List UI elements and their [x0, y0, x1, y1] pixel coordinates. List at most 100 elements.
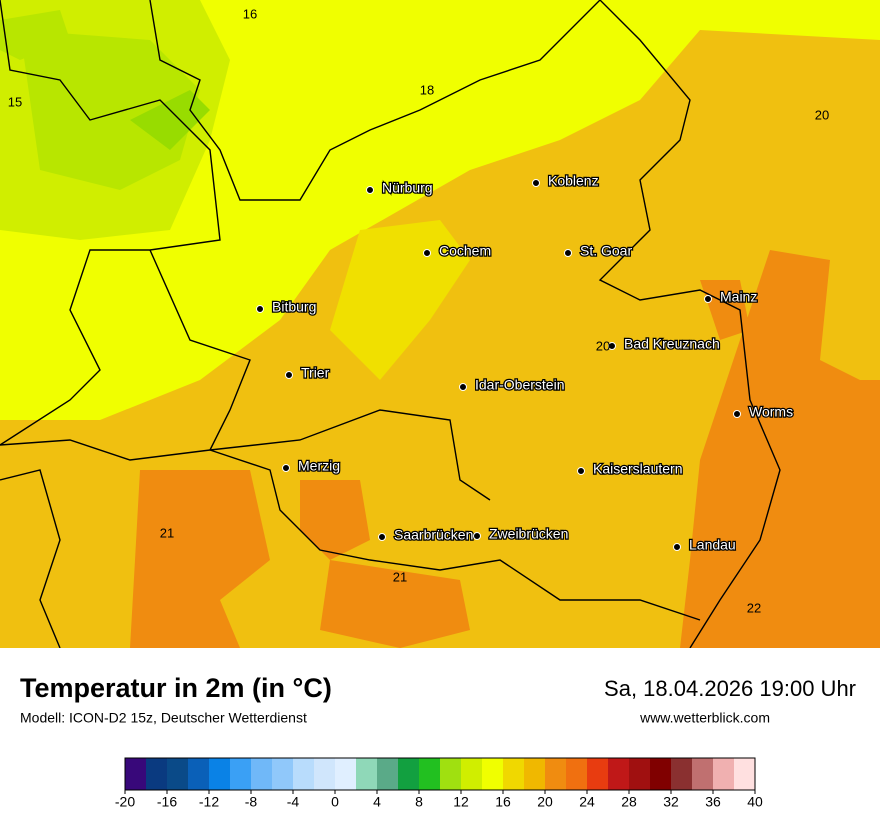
city-label: Nürburg [382, 180, 433, 196]
zone-green2 [130, 90, 210, 150]
tick-label: 4 [373, 794, 381, 810]
model: Modell: ICON-D2 15z, Deutscher Wetterdie… [20, 710, 307, 726]
city-label: Bad Kreuznach [624, 336, 720, 352]
color-step [461, 758, 482, 790]
zone-orange-sw [130, 470, 270, 648]
color-step [146, 758, 167, 790]
zone-orange-mainz [700, 280, 750, 340]
city-label: Koblenz [548, 173, 599, 189]
color-step [125, 758, 146, 790]
city-dot [282, 464, 290, 472]
title: Temperatur in 2m (in °C) [20, 673, 332, 703]
city-label: Bitburg [272, 299, 316, 315]
color-step [230, 758, 251, 790]
tick-label: -20 [115, 794, 135, 810]
color-step [188, 758, 209, 790]
city-dot [608, 342, 616, 350]
tick-label: 12 [453, 794, 469, 810]
color-step [440, 758, 461, 790]
city-dot [256, 305, 264, 313]
tick-label: -16 [157, 794, 177, 810]
tick-label: -8 [245, 794, 258, 810]
tick-label: 20 [537, 794, 553, 810]
city-dot [366, 186, 374, 194]
city-label: Trier [301, 365, 330, 381]
city-label: Merzig [298, 458, 340, 474]
tick-label: 16 [495, 794, 511, 810]
zone-orange-saar [300, 480, 370, 560]
contour-label: 21 [160, 525, 174, 540]
city-dot [564, 249, 572, 257]
tick-label: 24 [579, 794, 595, 810]
color-step [251, 758, 272, 790]
color-step [419, 758, 440, 790]
colorbar-frame [124, 757, 756, 791]
color-step [545, 758, 566, 790]
color-step [209, 758, 230, 790]
border-saar [0, 409, 491, 501]
tick-label: -12 [199, 794, 219, 810]
colorbar: -20 -16 -12 -8 -4 0 4 8 12 16 20 24 28 32 36 40 [115, 757, 763, 810]
color-step [734, 758, 755, 790]
zone-green [20, 30, 200, 190]
color-step [587, 758, 608, 790]
city-label: Cochem [439, 243, 491, 259]
border-east [598, 0, 781, 649]
contour-label: 15 [8, 94, 22, 109]
color-step [335, 758, 356, 790]
zone-yellow [0, 0, 880, 420]
color-step [398, 758, 419, 790]
map: Nürburg Koblenz Cochem St. Goar Mainz Bitburg… [0, 0, 880, 649]
city-dot [378, 533, 386, 541]
city-label: St. Goar [580, 243, 632, 259]
color-step [167, 758, 188, 790]
color-step [671, 758, 692, 790]
border-south [149, 249, 701, 621]
city-dot [459, 383, 467, 391]
tick-label: 28 [621, 794, 637, 810]
color-step [503, 758, 524, 790]
city-label: Mainz [720, 289, 757, 305]
zone-orange-s [320, 560, 470, 648]
tick-label: 36 [705, 794, 721, 810]
city-label: Idar-Oberstein [475, 377, 564, 393]
contour-labels: 16 18 15 20 20 21 21 22 [8, 6, 829, 615]
footer [0, 648, 880, 830]
color-step [524, 758, 545, 790]
city-dot [285, 371, 293, 379]
color-step [272, 758, 293, 790]
contour-label: 18 [420, 82, 434, 97]
color-step [293, 758, 314, 790]
city-label: Zweibrücken [489, 526, 568, 542]
city-label: Landau [689, 537, 736, 553]
tick-label: -4 [287, 794, 300, 810]
color-step [356, 758, 377, 790]
contour-label: 16 [243, 6, 257, 21]
tick-label: 8 [415, 794, 423, 810]
city-label: Worms [749, 404, 793, 420]
color-step [608, 758, 629, 790]
city-dot [673, 543, 681, 551]
border-fr [0, 469, 61, 649]
city-label: Kaiserslautern [593, 461, 683, 477]
contour-label: 22 [747, 600, 761, 615]
city-dot [532, 179, 540, 187]
color-step [314, 758, 335, 790]
city-label: Saarbrücken [394, 527, 473, 543]
city-dot [704, 295, 712, 303]
color-step [566, 758, 587, 790]
color-step [629, 758, 650, 790]
color-step [482, 758, 503, 790]
tick-label: 32 [663, 794, 679, 810]
date: Sa, 18.04.2026 19:00 Uhr [604, 676, 856, 701]
tick-label: 0 [331, 794, 339, 810]
cities: Nürburg Koblenz Cochem St. Goar Mainz Bitburg… [256, 171, 794, 554]
color-step [692, 758, 713, 790]
contour-label: 21 [393, 569, 407, 584]
url: www.wetterblick.com [639, 710, 770, 726]
color-step [650, 758, 671, 790]
border-north [149, 0, 601, 201]
city-dot [423, 249, 431, 257]
contour-label: 20 [596, 338, 610, 353]
color-step [713, 758, 734, 790]
